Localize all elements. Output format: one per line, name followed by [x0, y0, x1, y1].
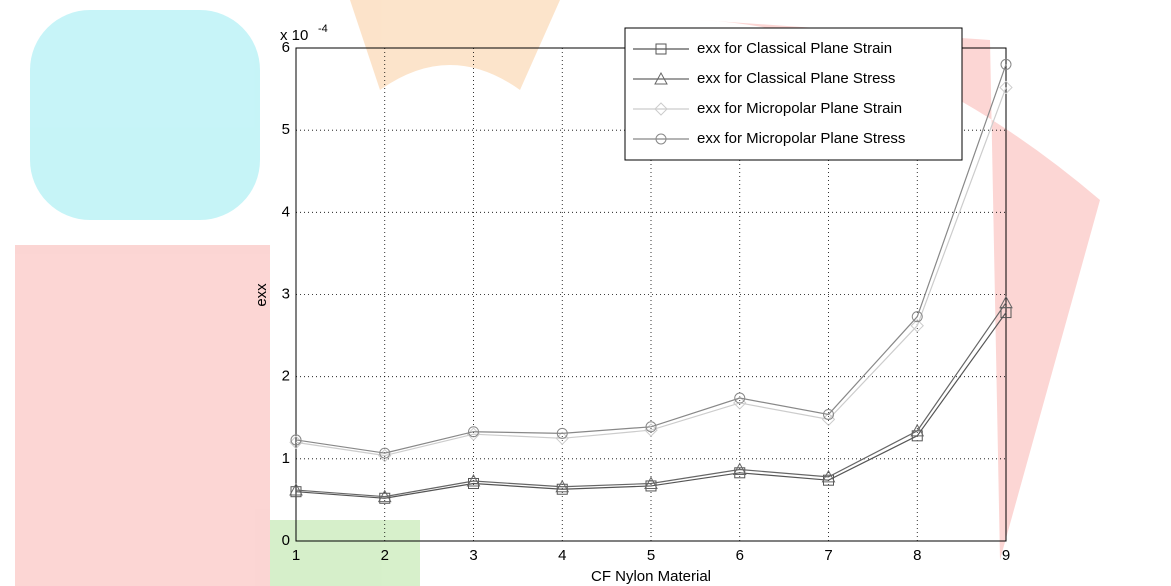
series-line [295, 302, 1007, 498]
legend-label: exx for Classical Plane Stress [697, 70, 895, 87]
x-tick-label: 6 [736, 547, 744, 564]
legend-label: exx for Micropolar Plane Strain [697, 100, 902, 117]
y-axis-label: exx [253, 283, 270, 307]
marker [555, 479, 570, 493]
y-tick-label: 2 [282, 368, 290, 385]
y-scale-base: x 10 [280, 27, 308, 44]
x-tick-label: 4 [558, 547, 566, 564]
y-tick-label: 6 [282, 39, 290, 56]
marker [823, 408, 834, 420]
x-axis-label: CF Nylon Material [591, 568, 711, 585]
marker [645, 421, 657, 433]
x-tick-label: 2 [381, 547, 389, 564]
marker [999, 80, 1013, 95]
legend: exx for Classical Plane Strain exx for Cl… [624, 27, 963, 161]
x-tick-label: 9 [1002, 547, 1010, 564]
legend-label: exx for Micropolar Plane Stress [697, 130, 905, 147]
legend-label: exx for Classical Plane Strain [697, 40, 892, 57]
watermark-shape [350, 0, 560, 90]
watermark-shape [15, 245, 270, 586]
y-tick-label: 4 [282, 203, 290, 220]
marker [556, 427, 568, 439]
y-tick-label: 3 [282, 285, 290, 302]
marker [999, 295, 1013, 309]
watermark-shape [270, 520, 420, 586]
x-tick-label: 1 [292, 547, 300, 564]
marker [734, 392, 746, 404]
marker [378, 448, 392, 463]
y-tick-label: 1 [282, 450, 290, 467]
marker [468, 426, 479, 438]
marker [466, 473, 481, 487]
legend-marker [654, 71, 668, 85]
series-line [295, 312, 1007, 499]
legend-marker [654, 102, 668, 116]
x-tick-label: 8 [913, 547, 921, 564]
watermark-shape [30, 10, 260, 220]
legend-marker [655, 43, 667, 55]
y-tick-label: 0 [282, 532, 290, 549]
marker [290, 434, 302, 446]
watermark-shape [700, 20, 1100, 560]
marker [644, 423, 658, 437]
marker [289, 483, 303, 496]
y-tick-label: 5 [282, 121, 290, 138]
legend-box [624, 27, 963, 161]
marker [644, 476, 658, 489]
marker [732, 462, 747, 476]
x-tick-label: 5 [647, 547, 655, 564]
series-line [295, 87, 1007, 457]
marker [1000, 58, 1012, 70]
marker [290, 486, 302, 498]
marker [821, 469, 836, 483]
x-tick-label: 3 [469, 547, 477, 564]
marker [910, 423, 925, 437]
marker [910, 319, 924, 333]
watermark [15, 0, 1100, 586]
legend-marker [655, 133, 667, 145]
y-scale-exponent: -4 [318, 23, 328, 35]
marker [911, 311, 923, 323]
marker [379, 492, 391, 504]
x-tick-label: 7 [824, 547, 832, 564]
marker [379, 447, 391, 459]
marker [377, 489, 392, 503]
series-line [295, 64, 1007, 454]
